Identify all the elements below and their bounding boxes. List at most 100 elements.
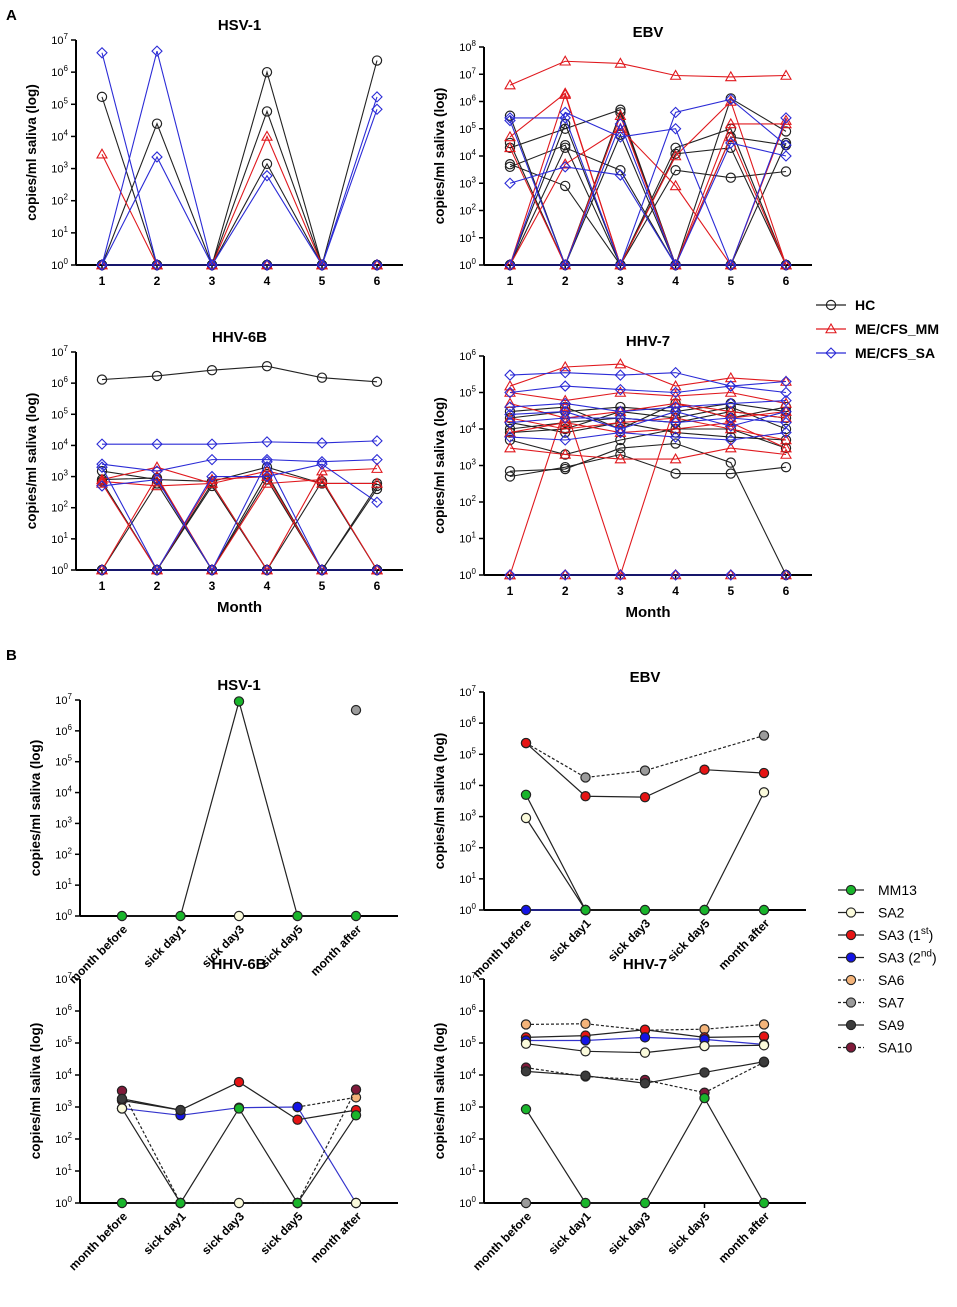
y-tick-label: 100 [51, 562, 68, 577]
series-line [509, 92, 787, 267]
data-point [504, 416, 516, 429]
y-tick-label: 107 [459, 684, 476, 699]
x-tick-label: month after [716, 1209, 773, 1266]
y-tick-label: 104 [459, 777, 476, 792]
data-point [559, 569, 571, 581]
series-me-cfs-sa [504, 93, 792, 271]
data-point [559, 405, 571, 418]
series-line [509, 163, 787, 267]
series-line [509, 372, 787, 387]
y-tick-exponent: 6 [472, 94, 477, 103]
data-point [639, 1047, 651, 1058]
data-point [699, 1040, 710, 1052]
y-tick-exponent: 8 [472, 39, 477, 48]
data-point [371, 453, 383, 466]
y-tick-exponent: 7 [472, 971, 477, 980]
data-point [151, 438, 163, 450]
y-tick-label: 104 [459, 148, 476, 163]
data-point [559, 106, 571, 119]
data-point [725, 569, 737, 581]
y-tick-exponent: 2 [68, 1131, 73, 1140]
series-mm13 [116, 696, 362, 922]
data-point [580, 791, 591, 802]
data-point [175, 910, 186, 922]
data-point [116, 1103, 128, 1114]
series-line [101, 476, 377, 572]
data-point [724, 130, 737, 142]
series-me-cfs-sa [504, 569, 792, 581]
series-me-cfs-sa [504, 106, 792, 271]
series-line [509, 97, 787, 267]
data-point [96, 148, 108, 159]
series-sa3-2nd- [116, 1101, 362, 1209]
series-line [509, 422, 787, 449]
y-tick-exponent: 1 [472, 531, 477, 540]
x-tick-label: month after [308, 922, 365, 979]
series-line [101, 470, 377, 487]
data-point [559, 434, 571, 446]
data-point [261, 169, 273, 182]
data-point [504, 177, 516, 190]
y-tick-label: 105 [459, 385, 476, 400]
data-point [96, 458, 108, 470]
data-point [614, 423, 627, 435]
y-tick-exponent: 4 [64, 437, 69, 446]
data-point [670, 148, 681, 160]
data-point [559, 394, 572, 405]
series-line [509, 447, 787, 460]
chart-title: HHV-6B [211, 956, 266, 973]
y-tick-exponent: 2 [64, 500, 69, 509]
y-tick-label: 104 [459, 1067, 476, 1082]
data-point [261, 564, 273, 576]
y-tick-label: 102 [459, 840, 476, 855]
legend-panel-a: HC ME/CFS_MM ME/CFS_SA [816, 297, 939, 361]
y-tick-label: 107 [459, 971, 476, 986]
x-tick-label: 3 [617, 274, 624, 288]
y-tick-label: 101 [459, 230, 476, 245]
x-tick-label: 5 [727, 584, 734, 598]
y-tick-exponent: 3 [68, 815, 73, 824]
data-point [261, 477, 273, 488]
data-point [559, 416, 572, 427]
data-point [96, 461, 108, 473]
x-tick-label: 1 [507, 274, 514, 288]
y-tick-exponent: 7 [64, 344, 69, 353]
data-point [520, 737, 532, 749]
data-point [261, 106, 273, 117]
series-line [509, 406, 787, 434]
x-tick-label: month before [66, 922, 130, 986]
y-tick-exponent: 2 [472, 494, 477, 503]
x-tick-label: sick day5 [665, 916, 713, 964]
y-tick-label: 104 [55, 1067, 72, 1082]
y-axis-label: copies/ml saliva (log) [432, 397, 447, 534]
x-tick-label: 4 [672, 274, 679, 288]
y-tick-label: 106 [55, 1003, 72, 1018]
data-point [639, 765, 651, 776]
series-mm13 [116, 1103, 362, 1209]
data-point [261, 258, 273, 270]
y-tick-exponent: 1 [68, 877, 73, 886]
y-tick-label: 103 [459, 809, 476, 824]
y-tick-exponent: 6 [64, 375, 69, 384]
series-sa7 [350, 704, 362, 716]
series-line [101, 463, 378, 572]
data-point [206, 564, 218, 576]
y-tick-label: 101 [51, 531, 68, 546]
y-tick-exponent: 1 [68, 1163, 73, 1172]
y-tick-exponent: 7 [68, 971, 73, 980]
data-point [504, 471, 516, 482]
data-point [261, 470, 273, 483]
data-point [669, 366, 682, 379]
data-point [96, 91, 108, 103]
data-point [580, 1035, 591, 1046]
x-tick-label: 5 [319, 274, 326, 288]
series-mm13 [520, 1092, 770, 1209]
series-me-cfs-mm [504, 114, 792, 270]
series-line [121, 1098, 181, 1111]
y-tick-label: 100 [459, 567, 476, 582]
series-sa2 [520, 1038, 770, 1058]
data-point [96, 374, 108, 385]
y-tick-exponent: 7 [68, 692, 73, 701]
